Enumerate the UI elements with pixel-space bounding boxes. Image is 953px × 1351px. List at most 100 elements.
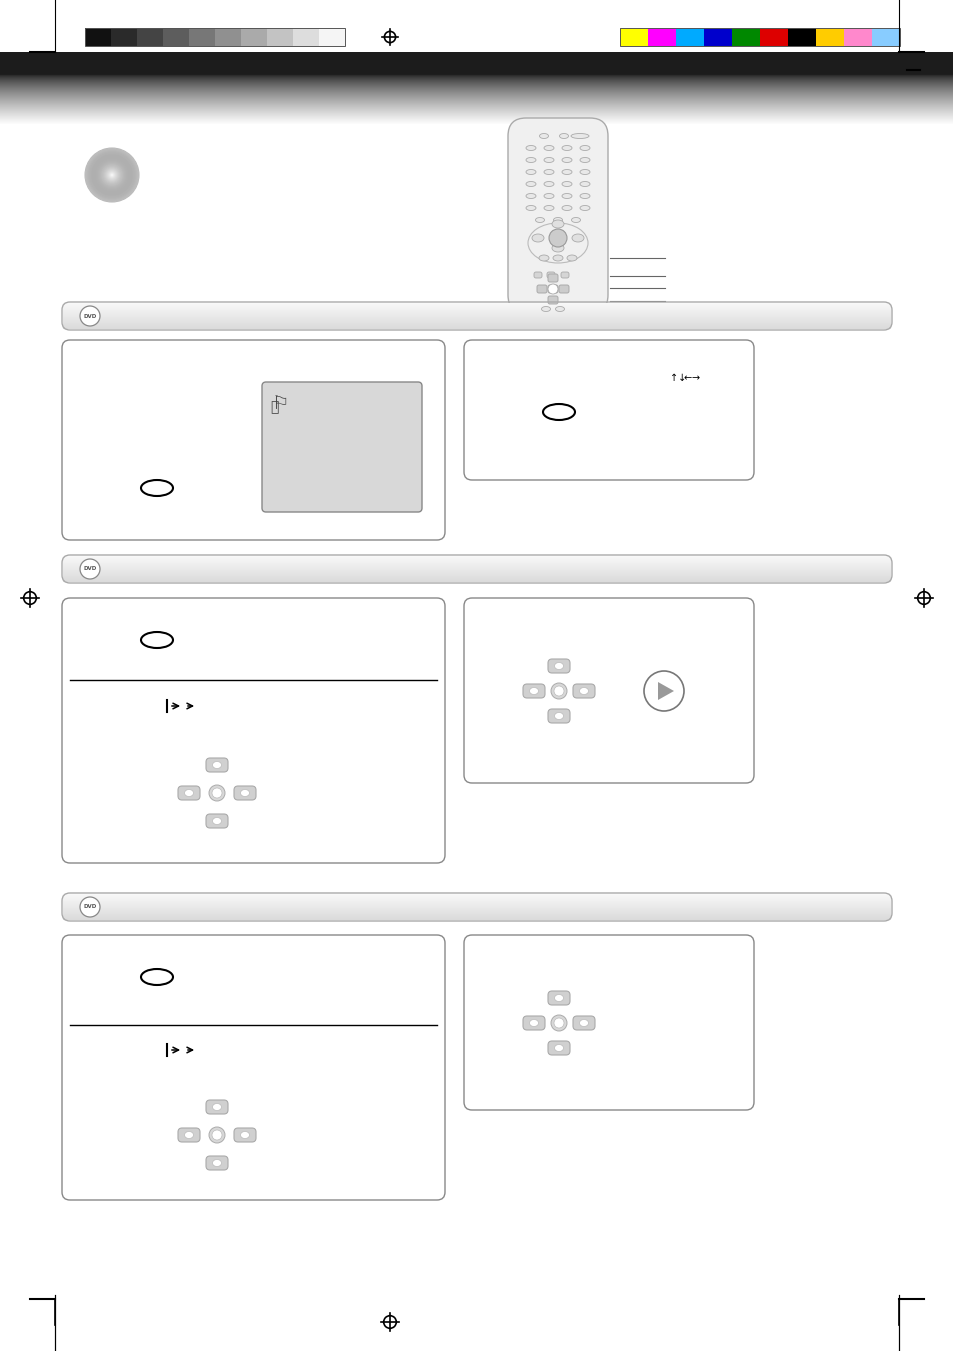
Ellipse shape — [141, 480, 172, 496]
Bar — [85, 28, 111, 46]
Ellipse shape — [554, 1044, 563, 1051]
Ellipse shape — [538, 255, 548, 261]
FancyBboxPatch shape — [547, 296, 558, 304]
FancyBboxPatch shape — [573, 684, 595, 698]
Ellipse shape — [543, 193, 554, 199]
FancyBboxPatch shape — [206, 1100, 228, 1115]
Circle shape — [103, 166, 121, 184]
Ellipse shape — [213, 1159, 221, 1166]
Circle shape — [94, 157, 130, 193]
Circle shape — [107, 170, 117, 180]
FancyBboxPatch shape — [546, 272, 555, 278]
Ellipse shape — [141, 969, 172, 985]
Ellipse shape — [554, 994, 563, 1001]
Ellipse shape — [240, 1132, 250, 1139]
Ellipse shape — [543, 205, 554, 211]
Text: ⚐: ⚐ — [272, 394, 289, 413]
Ellipse shape — [525, 146, 536, 150]
Ellipse shape — [553, 218, 562, 223]
FancyBboxPatch shape — [233, 786, 255, 800]
FancyBboxPatch shape — [547, 1042, 569, 1055]
Ellipse shape — [532, 234, 543, 242]
Circle shape — [90, 153, 133, 197]
Circle shape — [102, 165, 122, 185]
Circle shape — [110, 173, 113, 177]
Circle shape — [80, 559, 100, 580]
Ellipse shape — [578, 688, 588, 694]
Bar — [318, 28, 345, 46]
Bar — [760, 28, 787, 46]
Ellipse shape — [579, 193, 589, 199]
Ellipse shape — [541, 307, 550, 312]
Bar — [189, 28, 214, 46]
Text: DVD: DVD — [83, 566, 96, 571]
Ellipse shape — [578, 1020, 588, 1027]
FancyBboxPatch shape — [537, 285, 546, 293]
FancyBboxPatch shape — [463, 935, 753, 1111]
FancyBboxPatch shape — [558, 285, 568, 293]
Text: →: → — [691, 373, 700, 382]
FancyBboxPatch shape — [262, 382, 421, 512]
Ellipse shape — [525, 193, 536, 199]
Bar — [787, 28, 815, 46]
Ellipse shape — [572, 234, 583, 242]
Bar — [619, 28, 899, 46]
Ellipse shape — [561, 181, 572, 186]
Circle shape — [91, 154, 132, 196]
Circle shape — [554, 1019, 563, 1028]
Ellipse shape — [561, 193, 572, 199]
Circle shape — [548, 230, 566, 247]
Text: ←: ← — [683, 373, 691, 382]
Ellipse shape — [543, 158, 554, 162]
FancyBboxPatch shape — [463, 598, 753, 784]
Ellipse shape — [184, 789, 193, 797]
FancyBboxPatch shape — [547, 992, 569, 1005]
Circle shape — [96, 159, 128, 190]
FancyBboxPatch shape — [233, 1128, 255, 1142]
Circle shape — [87, 150, 137, 200]
Ellipse shape — [525, 158, 536, 162]
FancyBboxPatch shape — [62, 340, 444, 540]
Ellipse shape — [561, 158, 572, 162]
Ellipse shape — [240, 789, 250, 797]
FancyBboxPatch shape — [547, 709, 569, 723]
Ellipse shape — [579, 158, 589, 162]
Bar — [0, 51, 953, 74]
Bar — [843, 28, 871, 46]
FancyBboxPatch shape — [522, 684, 544, 698]
Ellipse shape — [561, 205, 572, 211]
FancyBboxPatch shape — [178, 1128, 200, 1142]
Circle shape — [111, 174, 112, 176]
FancyBboxPatch shape — [534, 272, 541, 278]
Circle shape — [212, 1129, 222, 1140]
Ellipse shape — [535, 218, 544, 223]
Ellipse shape — [525, 181, 536, 186]
FancyBboxPatch shape — [560, 272, 568, 278]
Circle shape — [105, 168, 119, 182]
Ellipse shape — [525, 169, 536, 174]
Circle shape — [91, 155, 132, 195]
Ellipse shape — [554, 712, 563, 720]
Bar — [111, 28, 137, 46]
Circle shape — [97, 159, 127, 190]
Circle shape — [209, 1127, 225, 1143]
Ellipse shape — [527, 223, 587, 263]
Bar — [647, 28, 676, 46]
Ellipse shape — [552, 220, 563, 228]
FancyBboxPatch shape — [547, 274, 558, 282]
Circle shape — [551, 684, 566, 698]
Ellipse shape — [561, 169, 572, 174]
Ellipse shape — [543, 181, 554, 186]
Bar — [815, 28, 843, 46]
Bar — [871, 28, 899, 46]
FancyBboxPatch shape — [206, 758, 228, 771]
FancyBboxPatch shape — [547, 659, 569, 673]
Bar — [267, 28, 293, 46]
Circle shape — [209, 785, 225, 801]
Ellipse shape — [558, 134, 568, 139]
Circle shape — [109, 172, 115, 178]
FancyBboxPatch shape — [178, 786, 200, 800]
Text: DVD: DVD — [83, 313, 96, 319]
Ellipse shape — [529, 1020, 537, 1027]
Ellipse shape — [579, 169, 589, 174]
